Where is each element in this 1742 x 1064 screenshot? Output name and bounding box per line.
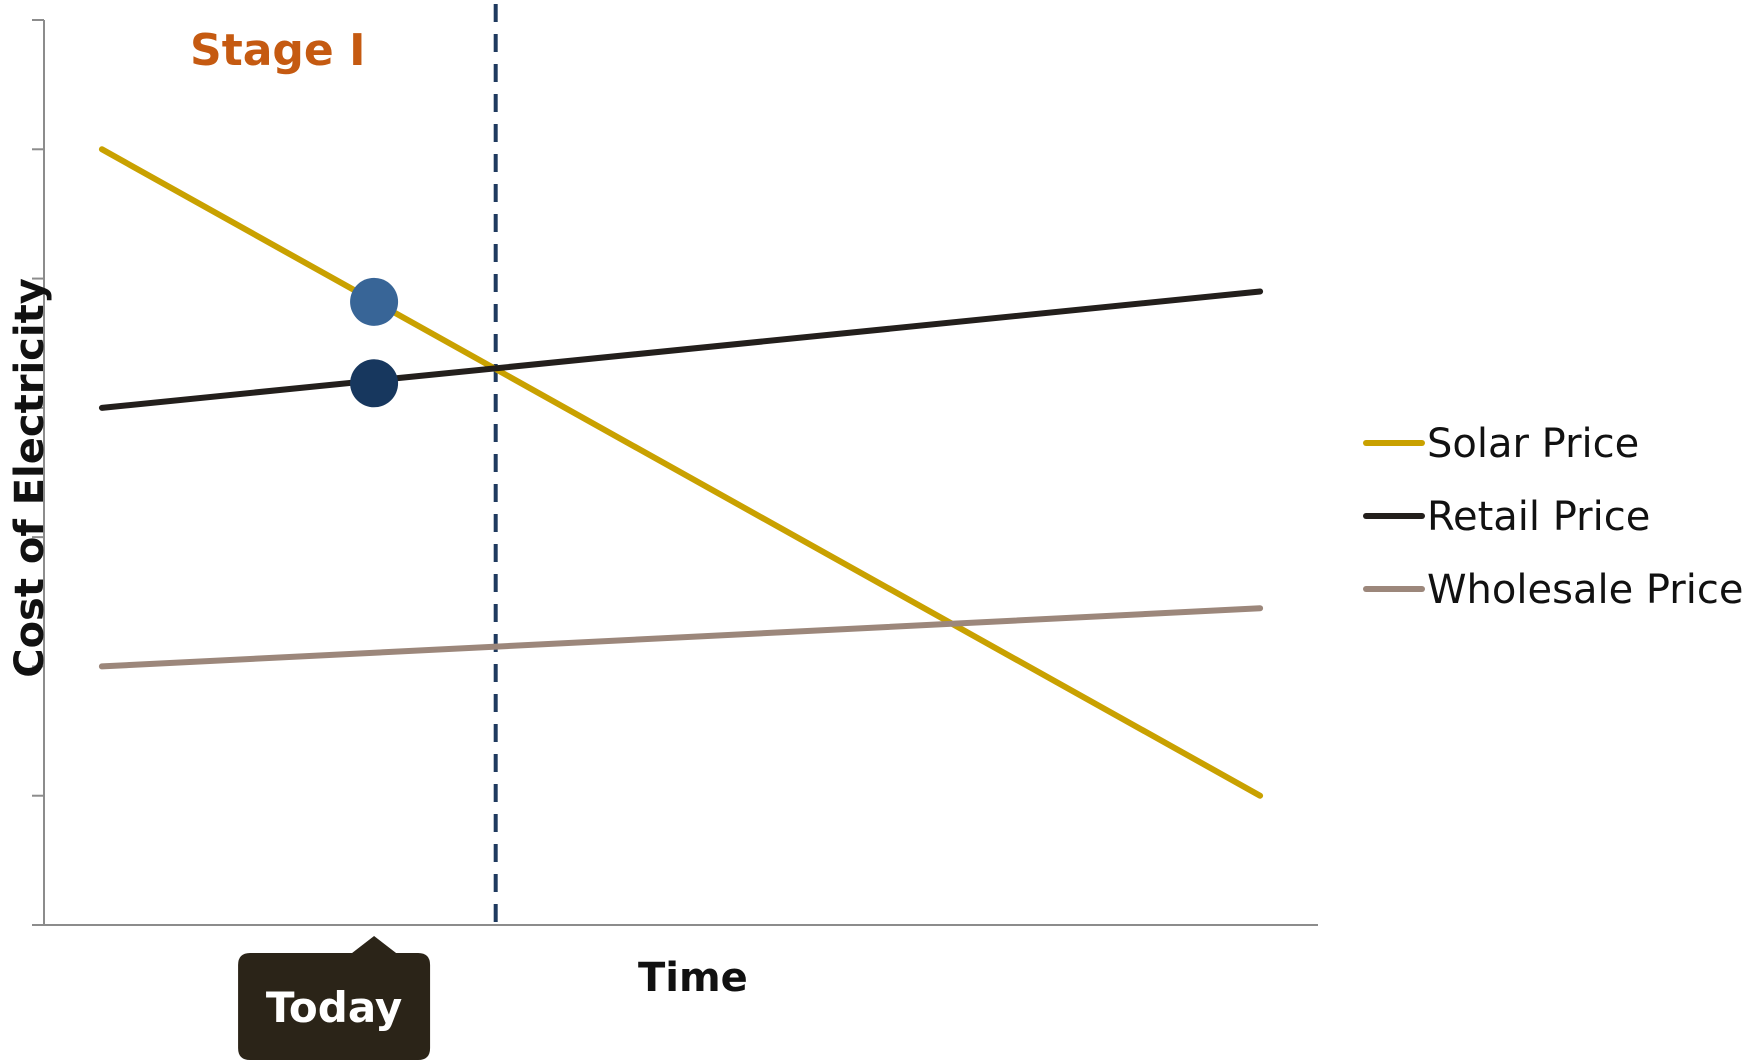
marker-point-retail-price — [350, 359, 399, 408]
x-axis-title: Time — [638, 955, 748, 1001]
series-line-solar-price — [98, 146, 1264, 799]
legend-label-solar-price: Solar Price — [1427, 421, 1639, 467]
y-axis-ticks — [32, 19, 44, 926]
series-line-retail-price — [98, 288, 1264, 411]
today-callout-label: Today — [266, 983, 402, 1032]
legend-item-wholesale-price: Wholesale Price — [1363, 567, 1742, 613]
today-callout: Today — [238, 936, 431, 1060]
legend-item-solar-price: Solar Price — [1363, 421, 1639, 467]
legend-item-retail-price: Retail Price — [1363, 494, 1650, 540]
today-callout-box — [238, 936, 431, 1060]
chart-title: Stage I — [190, 25, 365, 76]
marker-point-solar-price — [350, 277, 399, 326]
series-markers — [350, 277, 399, 408]
series-lines — [98, 146, 1264, 799]
legend-label-retail-price: Retail Price — [1427, 494, 1650, 540]
series-line-wholesale-price — [98, 605, 1264, 670]
legend: Solar Price Retail Price Wholesale Price — [1363, 421, 1742, 613]
y-axis-title: Cost of Electricity — [7, 278, 53, 678]
y-axis — [32, 19, 45, 926]
legend-label-wholesale-price: Wholesale Price — [1427, 567, 1742, 613]
